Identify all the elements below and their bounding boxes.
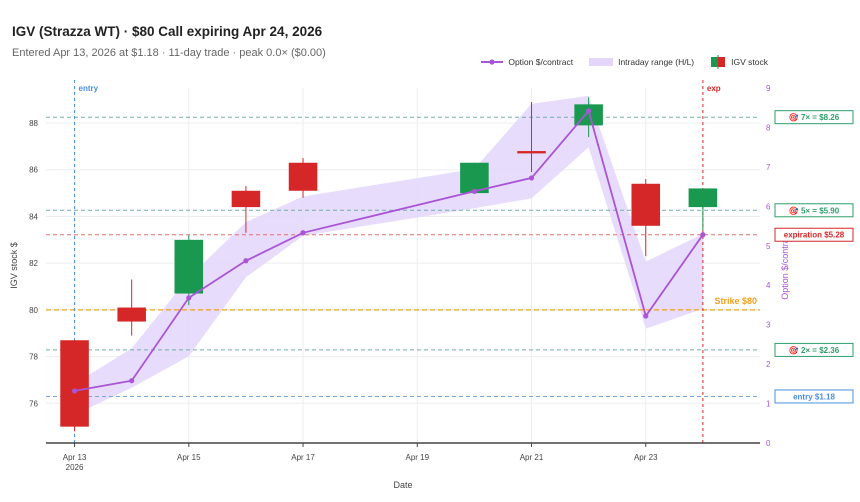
hline-box-label: 🎯 5× = $5.90: [789, 206, 840, 215]
hline-box-label: 🎯 7× = $8.26: [789, 113, 840, 122]
legend-band-icon: [589, 58, 614, 66]
candle-body: [288, 162, 318, 191]
y2-tick-label: 1: [766, 400, 771, 409]
y-tick-label: 76: [29, 399, 38, 408]
legend-label-option: Option $/contract: [508, 57, 574, 67]
hline-box-expiration: [774, 227, 854, 242]
hline-box-entry: [774, 389, 854, 404]
candle-body: [60, 340, 89, 427]
y-axis-title: IGV stock $: [9, 242, 19, 289]
legend-item-stock[interactable]: IGV stock: [710, 55, 768, 69]
y2-tick-label: 2: [766, 360, 771, 369]
legend-candle-icon: [711, 55, 726, 69]
chart-title: IGV (Strazza WT) · $80 Call expiring Apr…: [12, 24, 323, 39]
candle-body: [174, 239, 204, 294]
candle-body: [688, 188, 718, 208]
option-price-point: [471, 188, 477, 194]
option-price-point: [700, 232, 706, 238]
y-tick-label: 86: [29, 166, 38, 175]
legend-line-icon: [481, 59, 504, 65]
option-price-point: [186, 295, 192, 301]
y2-tick-label: 9: [766, 84, 771, 93]
y2-tick-label: 5: [766, 242, 771, 251]
hline-box-target: [774, 110, 854, 125]
legend-item-range[interactable]: Intraday range (H/L): [589, 57, 694, 67]
y2-tick-label: 0: [766, 439, 771, 448]
y2-tick-label: 4: [766, 281, 771, 290]
hline-box-target: [774, 203, 854, 218]
x-tick-label: Apr 17: [291, 453, 315, 462]
hline-box-label: expiration $5.28: [784, 231, 845, 240]
y2-tick-label: 8: [766, 123, 771, 132]
option-price-point: [71, 388, 78, 394]
candle-body: [631, 183, 661, 226]
candle-body: [517, 151, 546, 154]
legend: Option $/contract Intraday range (H/L) I…: [481, 55, 768, 69]
y2-axis-title: Option $/contract: [780, 231, 790, 300]
x-axis-title: Date: [393, 480, 412, 490]
x-tick-label: Apr 19: [405, 453, 429, 462]
option-price-line: [74, 109, 704, 392]
y-tick-label: 78: [29, 353, 38, 362]
candle-body: [117, 307, 146, 322]
intraday-range-band: [74, 95, 703, 415]
strike-label: Strike $80: [714, 296, 757, 306]
candle-body: [231, 190, 261, 208]
y2-tick-label: 7: [766, 163, 771, 172]
hline-box-label: 🎯 2× = $2.36: [789, 346, 840, 355]
y-tick-label: 82: [29, 259, 38, 268]
y2-tick-label: 6: [766, 202, 771, 211]
vline-label-entry: entry: [79, 84, 99, 93]
y-tick-label: 88: [29, 119, 38, 128]
x-tick-label: Apr 23: [634, 453, 658, 462]
option-price-point: [300, 230, 306, 236]
legend-item-option[interactable]: Option $/contract: [481, 57, 573, 67]
option-price-point: [243, 258, 249, 264]
vline-label-expiration: exp: [707, 84, 721, 93]
hline-box-label: entry $1.18: [793, 392, 835, 401]
y-tick-label: 84: [29, 212, 38, 221]
legend-label-range: Intraday range (H/L): [618, 57, 695, 67]
y-tick-label: 80: [29, 306, 38, 315]
y2-tick-label: 3: [766, 321, 771, 330]
option-price-point: [643, 313, 649, 319]
hline-box-target: [774, 342, 854, 357]
option-price-point: [528, 175, 535, 181]
candle-body: [460, 162, 489, 194]
x-tick-label: Apr 13: [63, 453, 87, 462]
legend-label-stock: IGV stock: [731, 57, 768, 67]
x-tick-label: Apr 15: [177, 453, 201, 462]
x-tick-label: Apr 21: [520, 453, 544, 462]
x-tick-sublabel: 2026: [66, 463, 84, 472]
option-price-point: [586, 108, 592, 114]
option-price-point: [129, 378, 135, 384]
chart-subtitle: Entered Apr 13, 2026 at $1.18 · 11-day t…: [12, 47, 326, 59]
